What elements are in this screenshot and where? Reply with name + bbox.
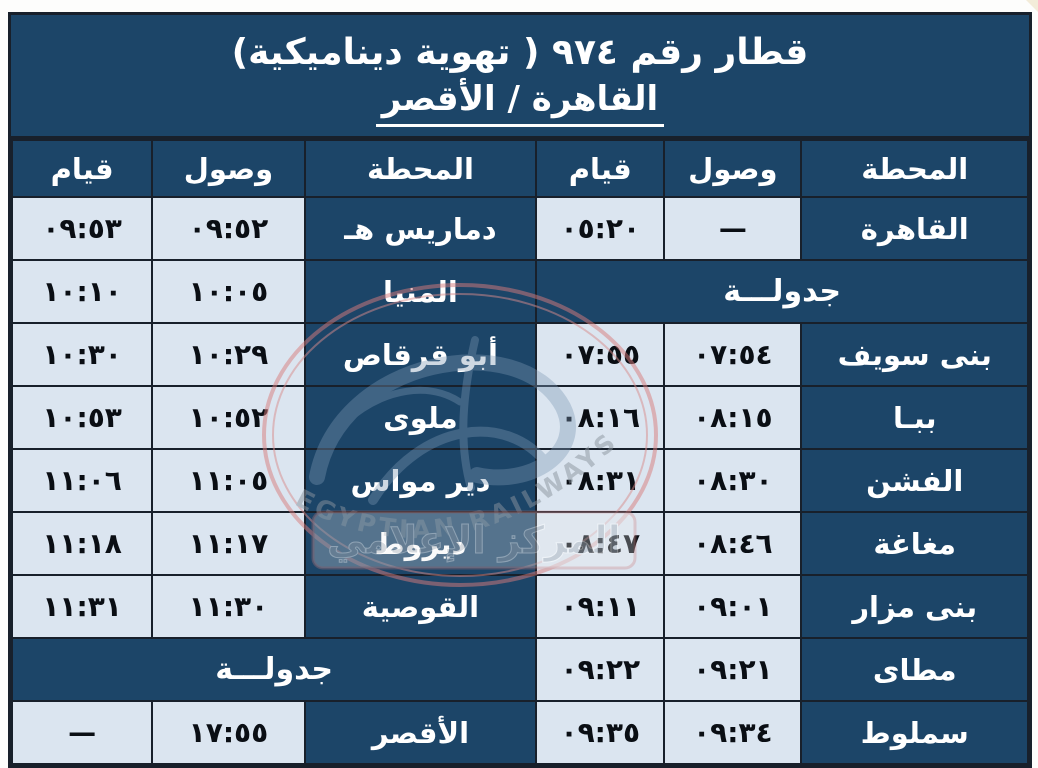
table-row-schedule-minya: جدولـــة المنيا ١٠:٠٥ ١٠:١٠: [10, 259, 1029, 324]
departure-cell: ١١:١٨: [10, 511, 154, 576]
station-cell: ملوى: [303, 385, 538, 450]
departure-cell: ٠٩:٣٥: [535, 700, 666, 765]
arrival-cell: ٠٨:٤٦: [663, 511, 803, 576]
arrival-cell: ٠٩:٥٢: [151, 196, 306, 261]
timetable: المحطة وصول قيام المحطة وصول قيام القاهر…: [10, 139, 1029, 765]
arrival-cell: ٠٨:٣٠: [663, 448, 803, 513]
header-row: المحطة وصول قيام المحطة وصول قيام: [10, 139, 1029, 198]
scan-corner-artifact: [1026, 0, 1038, 12]
arrival-cell: ١٠:٥٢: [151, 385, 306, 450]
departure-cell: ٠٥:٢٠: [535, 196, 666, 261]
station-cell: القاهرة: [800, 196, 1029, 261]
train-title: قطار رقم ٩٧٤ ( تهوية ديناميكية): [231, 32, 809, 73]
header-station-left: المحطة: [303, 139, 538, 198]
arrival-cell: ١١:٣٠: [151, 574, 306, 639]
route-title-text: القاهرة / الأقصر: [375, 79, 665, 127]
arrival-cell: ٠٩:٣٤: [663, 700, 803, 765]
arrival-cell: ١٧:٥٥: [151, 700, 306, 765]
arrival-cell: ١١:١٧: [151, 511, 306, 576]
departure-cell: ٠٨:٤٧: [535, 511, 666, 576]
departure-cell: ١١:٣١: [10, 574, 154, 639]
header-arrival-left: وصول: [151, 139, 306, 198]
station-cell: ديروط: [303, 511, 538, 576]
arrival-cell: ١٠:٠٥: [151, 259, 306, 324]
table-row-elfashn-deirmawas: الفشن ٠٨:٣٠ ٠٨:٣١ دير مواس ١١:٠٥ ١١:٠٦: [10, 448, 1029, 513]
departure-cell: ٠٨:١٦: [535, 385, 666, 450]
station-cell: الأقصر: [303, 700, 538, 765]
arrival-cell: ٠٩:٢١: [663, 637, 803, 702]
table-row-benisuef-abuqurqas: بنى سويف ٠٧:٥٤ ٠٧:٥٥ أبو قرقاص ١٠:٢٩ ١٠:…: [10, 322, 1029, 387]
departure-cell: ١١:٠٦: [10, 448, 154, 513]
departure-cell: ١٠:١٠: [10, 259, 154, 324]
station-cell: مغاغة: [800, 511, 1029, 576]
table-row-maghagha-dairut: مغاغة ٠٨:٤٦ ٠٨:٤٧ ديروط ١١:١٧ ١١:١٨: [10, 511, 1029, 576]
departure-cell: —: [10, 700, 154, 765]
table-row-matai-schedule: مطاى ٠٩:٢١ ٠٩:٢٢ جدولـــة: [10, 637, 1029, 702]
station-cell: بنى سويف: [800, 322, 1029, 387]
station-cell: دير مواس: [303, 448, 538, 513]
schedule-cell: جدولـــة: [535, 259, 1029, 324]
station-cell: الفشن: [800, 448, 1029, 513]
station-cell: مطاى: [800, 637, 1029, 702]
table-row-cairo-damaris: القاهرة — ٠٥:٢٠ دماريس هـ ٠٩:٥٢ ٠٩:٥٣: [10, 196, 1029, 261]
station-cell: المنيا: [303, 259, 538, 324]
arrival-cell: ٠٧:٥٤: [663, 322, 803, 387]
departure-cell: ٠٩:١١: [535, 574, 666, 639]
route-title: القاهرة / الأقصر: [11, 79, 1029, 127]
header-arrival-right: وصول: [663, 139, 803, 198]
timetable-body: القاهرة — ٠٥:٢٠ دماريس هـ ٠٩:٥٢ ٠٩:٥٣ جد…: [10, 196, 1029, 765]
schedule-cell: جدولـــة: [10, 637, 538, 702]
station-cell: سملوط: [800, 700, 1029, 765]
timetable-header: المحطة وصول قيام المحطة وصول قيام: [10, 139, 1029, 198]
station-cell: دماريس هـ: [303, 196, 538, 261]
station-cell: القوصية: [303, 574, 538, 639]
departure-cell: ١٠:٥٣: [10, 385, 154, 450]
arrival-cell: ٠٨:١٥: [663, 385, 803, 450]
departure-cell: ١٠:٣٠: [10, 322, 154, 387]
table-row-benimazar-qusiya: بنى مزار ٠٩:٠١ ٠٩:١١ القوصية ١١:٣٠ ١١:٣١: [10, 574, 1029, 639]
station-cell: أبو قرقاص: [303, 322, 538, 387]
table-row-beba-mallawi: ببـا ٠٨:١٥ ٠٨:١٦ ملوى ١٠:٥٢ ١٠:٥٣: [10, 385, 1029, 450]
arrival-cell: ١١:٠٥: [151, 448, 306, 513]
departure-cell: ٠٩:٢٢: [535, 637, 666, 702]
header-departure-left: قيام: [10, 139, 154, 198]
title-block: قطار رقم ٩٧٤ ( تهوية ديناميكية) القاهرة …: [11, 15, 1029, 139]
header-station-right: المحطة: [800, 139, 1029, 198]
timetable-frame: قطار رقم ٩٧٤ ( تهوية ديناميكية) القاهرة …: [8, 12, 1032, 768]
departure-cell: ٠٧:٥٥: [535, 322, 666, 387]
station-cell: ببـا: [800, 385, 1029, 450]
arrival-cell: ١٠:٢٩: [151, 322, 306, 387]
arrival-cell: ٠٩:٠١: [663, 574, 803, 639]
header-departure-right: قيام: [535, 139, 666, 198]
departure-cell: ٠٩:٥٣: [10, 196, 154, 261]
table-row-samalut-luxor: سملوط ٠٩:٣٤ ٠٩:٣٥ الأقصر ١٧:٥٥ —: [10, 700, 1029, 765]
arrival-cell: —: [663, 196, 803, 261]
station-cell: بنى مزار: [800, 574, 1029, 639]
departure-cell: ٠٨:٣١: [535, 448, 666, 513]
